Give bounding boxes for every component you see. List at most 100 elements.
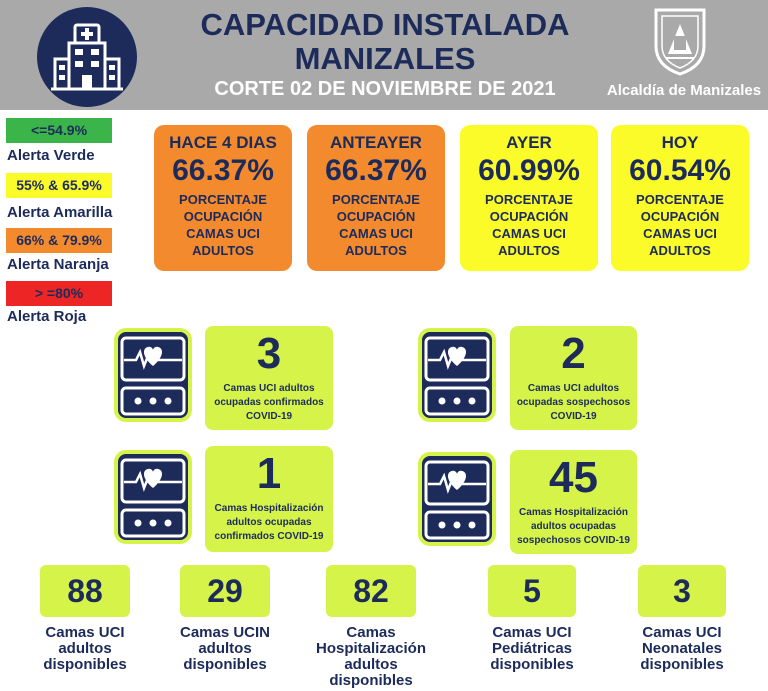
label-line: OCUPACIÓN: [489, 209, 569, 224]
occupancy-value: 66.37%: [325, 154, 427, 187]
legend-label-yellow: Alerta Amarilla: [7, 204, 113, 221]
heart-monitor-icon: [416, 450, 498, 550]
available-hosp-adults-value: 82: [326, 565, 416, 617]
label-line: Camas UCI: [492, 624, 572, 641]
available-uci-pediatric-label: Camas UCI Pediátricas disponibles: [467, 625, 597, 673]
label-line: disponibles: [183, 656, 267, 673]
label-line: Camas UCIN: [179, 624, 271, 641]
stat-value: 45: [549, 453, 598, 502]
label-line: ocupadas sospechosos: [516, 397, 631, 408]
legend-label-green: Alerta Verde: [7, 147, 95, 164]
stat-card-hosp-confirmed: 1 Camas Hospitalización adultos ocupadas…: [205, 446, 333, 552]
label-line: ADULTOS: [345, 243, 407, 258]
label-line: ADULTOS: [649, 243, 711, 258]
label-line: OCUPACIÓN: [336, 209, 416, 224]
label-line: disponibles: [640, 656, 724, 673]
occupancy-label: PORCENTAJE OCUPACIÓN CAMAS UCI ADULTOS: [460, 191, 598, 259]
label-line: Camas Hospitalización: [519, 507, 628, 518]
heart-monitor-icon: [112, 448, 194, 548]
label-line: OCUPACIÓN: [640, 209, 720, 224]
day-card-4-days-ago: HACE 4 DIAS 66.37% PORCENTAJE OCUPACIÓN …: [154, 125, 292, 271]
stat-label: Camas Hospitalización adultos ocupadas s…: [510, 506, 637, 548]
legend-swatch-orange: 66% & 79.9%: [6, 228, 112, 253]
label-line: Camas UCI adultos: [223, 383, 315, 394]
label-line: ocupadas confirmados: [214, 397, 324, 408]
label-line: CAMAS UCI: [339, 226, 413, 241]
day-title: ANTEAYER: [330, 133, 422, 152]
stat-card-uci-confirmed: 3 Camas UCI adultos ocupadas confirmados…: [205, 326, 333, 430]
label-line: Camas UCI: [642, 624, 722, 641]
label-line: adultos: [58, 640, 112, 657]
day-card-day-before-yesterday: ANTEAYER 66.37% PORCENTAJE OCUPACIÓN CAM…: [307, 125, 445, 271]
label-line: adultos ocupadas: [226, 517, 312, 528]
label-line: PORCENTAJE: [485, 192, 573, 207]
label-line: Camas UCI: [45, 624, 125, 641]
day-card-yesterday: AYER 60.99% PORCENTAJE OCUPACIÓN CAMAS U…: [460, 125, 598, 271]
label-line: Camas: [346, 624, 396, 641]
label-line: confirmados COVID-19: [214, 531, 324, 542]
label-line: Pediátricas: [491, 640, 573, 657]
label-line: PORCENTAJE: [636, 192, 724, 207]
label-line: CAMAS UCI: [643, 226, 717, 241]
manizales-crest-icon: [654, 8, 706, 76]
legend-label-red: Alerta Roja: [7, 308, 87, 325]
label-line: disponibles: [43, 656, 127, 673]
legend-swatch-green: <=54.9%: [6, 118, 112, 143]
stat-label: Camas UCI adultos ocupadas confirmados C…: [205, 382, 333, 424]
available-hosp-adults-label: Camas Hospitalización adultos disponible…: [306, 625, 436, 689]
label-line: OCUPACIÓN: [183, 209, 263, 224]
label-line: COVID-19: [550, 411, 597, 422]
available-uci-adults-label: Camas UCI adultos disponibles: [20, 625, 150, 673]
occupancy-label: PORCENTAJE OCUPACIÓN CAMAS UCI ADULTOS: [611, 191, 749, 259]
label-line: disponibles: [329, 672, 413, 689]
stat-value: 3: [256, 329, 282, 378]
day-card-today: HOY 60.54% PORCENTAJE OCUPACIÓN CAMAS UC…: [611, 125, 749, 271]
page-title-line2: MANIZALES: [294, 41, 476, 76]
occupancy-value: 60.99%: [478, 154, 580, 187]
label-line: CAMAS UCI: [186, 226, 260, 241]
label-line: adultos ocupadas: [530, 521, 616, 532]
label-line: Neonatales: [641, 640, 723, 657]
available-uci-neonatal-label: Camas UCI Neonatales disponibles: [617, 625, 747, 673]
occupancy-value: 60.54%: [629, 154, 731, 187]
legend-label-orange: Alerta Naranja: [7, 256, 109, 273]
heart-monitor-icon: [112, 326, 194, 426]
label-line: ADULTOS: [192, 243, 254, 258]
label-line: adultos: [198, 640, 252, 657]
report-date: CORTE 02 DE NOVIEMBRE DE 2021: [214, 78, 556, 100]
page-title-line1: CAPACIDAD INSTALADA: [200, 7, 570, 42]
stat-card-uci-suspected: 2 Camas UCI adultos ocupadas sospechosos…: [510, 326, 637, 430]
occupancy-label: PORCENTAJE OCUPACIÓN CAMAS UCI ADULTOS: [307, 191, 445, 259]
hospital-icon: [51, 23, 123, 91]
available-uci-pediatric-value: 5: [488, 565, 576, 617]
label-line: Camas Hospitalización: [214, 503, 324, 514]
legend-swatch-red: > =80%: [6, 281, 112, 306]
label-line: sospechosos COVID-19: [517, 535, 630, 546]
stat-label: Camas UCI adultos ocupadas sospechosos C…: [510, 382, 637, 424]
available-ucin-adults-label: Camas UCIN adultos disponibles: [160, 625, 290, 673]
label-line: disponibles: [490, 656, 574, 673]
stat-card-hosp-suspected: 45 Camas Hospitalización adultos ocupada…: [510, 450, 637, 554]
label-line: PORCENTAJE: [179, 192, 267, 207]
stat-value: 2: [561, 329, 586, 378]
hospital-logo: [37, 7, 137, 107]
legend-swatch-yellow: 55% & 65.9%: [6, 173, 112, 198]
stat-value: 1: [256, 449, 282, 498]
label-line: ADULTOS: [498, 243, 560, 258]
occupancy-value: 66.37%: [172, 154, 274, 187]
label-line: CAMAS UCI: [492, 226, 566, 241]
label-line: Hospitalización: [315, 640, 427, 657]
occupancy-label: PORCENTAJE OCUPACIÓN CAMAS UCI ADULTOS: [154, 191, 292, 259]
stat-label: Camas Hospitalización adultos ocupadas c…: [205, 502, 333, 544]
day-title: HOY: [661, 133, 699, 152]
day-title: AYER: [506, 133, 552, 152]
heart-monitor-icon: [416, 326, 498, 426]
available-ucin-adults-value: 29: [180, 565, 270, 617]
label-line: PORCENTAJE: [332, 192, 420, 207]
available-uci-neonatal-value: 3: [638, 565, 726, 617]
org-name: Alcaldía de Manizales: [606, 82, 762, 99]
label-line: adultos: [344, 656, 398, 673]
label-line: COVID-19: [245, 411, 293, 422]
day-title: HACE 4 DIAS: [169, 133, 277, 152]
label-line: Camas UCI adultos: [527, 383, 620, 394]
